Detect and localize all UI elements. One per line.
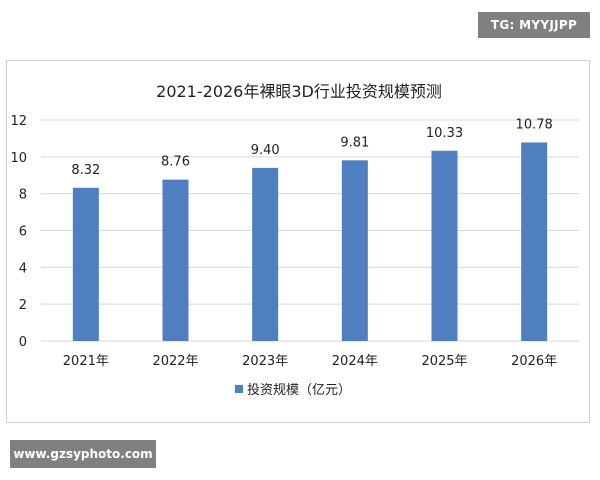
bar-chart: 2021-2026年裸眼3D行业投资规模预测 0 2 4 6 8 10 12 8.32 8.7… [10, 82, 579, 398]
watermark-badge-bottom: www.gzsyphoto.com [10, 440, 156, 468]
watermark-badge-top: TG: MYYJJPP [478, 12, 590, 38]
chart-frame: 2021-2026年裸眼3D行业投资规模预测 0 2 4 6 8 10 12 8.32 8.7… [6, 60, 590, 423]
y-tick-label: 10 [10, 151, 27, 166]
data-label: 8.76 [161, 155, 190, 170]
y-tick-label: 8 [19, 188, 27, 203]
legend-swatch [235, 385, 243, 393]
grid-lines [41, 119, 579, 342]
x-tick-label: 2023年 [242, 354, 288, 369]
bar [341, 160, 368, 341]
data-label: 8.32 [71, 163, 100, 178]
y-tick-label: 12 [10, 114, 27, 129]
x-tick-label: 2021年 [63, 354, 109, 369]
bar [72, 187, 99, 341]
x-tick-label: 2024年 [332, 354, 378, 369]
bar [252, 167, 279, 341]
x-tick-label: 2025年 [421, 354, 467, 369]
y-tick-label: 0 [19, 335, 27, 350]
legend-label: 投资规模（亿元） [247, 382, 351, 398]
bar [431, 150, 458, 341]
x-tick-label: 2026年 [511, 354, 557, 369]
data-label: 10.78 [516, 117, 553, 132]
data-labels: 8.32 8.76 9.40 9.81 10.33 10.78 [71, 117, 552, 177]
y-tick-label: 4 [19, 261, 27, 276]
bars [72, 142, 548, 341]
data-label: 10.33 [426, 126, 463, 141]
data-label: 9.40 [251, 143, 280, 158]
bar [521, 142, 548, 341]
x-axis-ticks: 2021年 2022年 2023年 2024年 2025年 2026年 [63, 354, 557, 369]
y-axis-ticks: 0 2 4 6 8 10 12 [10, 114, 27, 350]
chart-title: 2021-2026年裸眼3D行业投资规模预测 [156, 82, 442, 101]
y-tick-label: 6 [19, 225, 27, 240]
y-tick-label: 2 [19, 298, 27, 313]
data-label: 9.81 [340, 135, 369, 150]
legend: 投资规模（亿元） [235, 382, 351, 398]
bar [162, 179, 189, 341]
x-tick-label: 2022年 [152, 354, 198, 369]
